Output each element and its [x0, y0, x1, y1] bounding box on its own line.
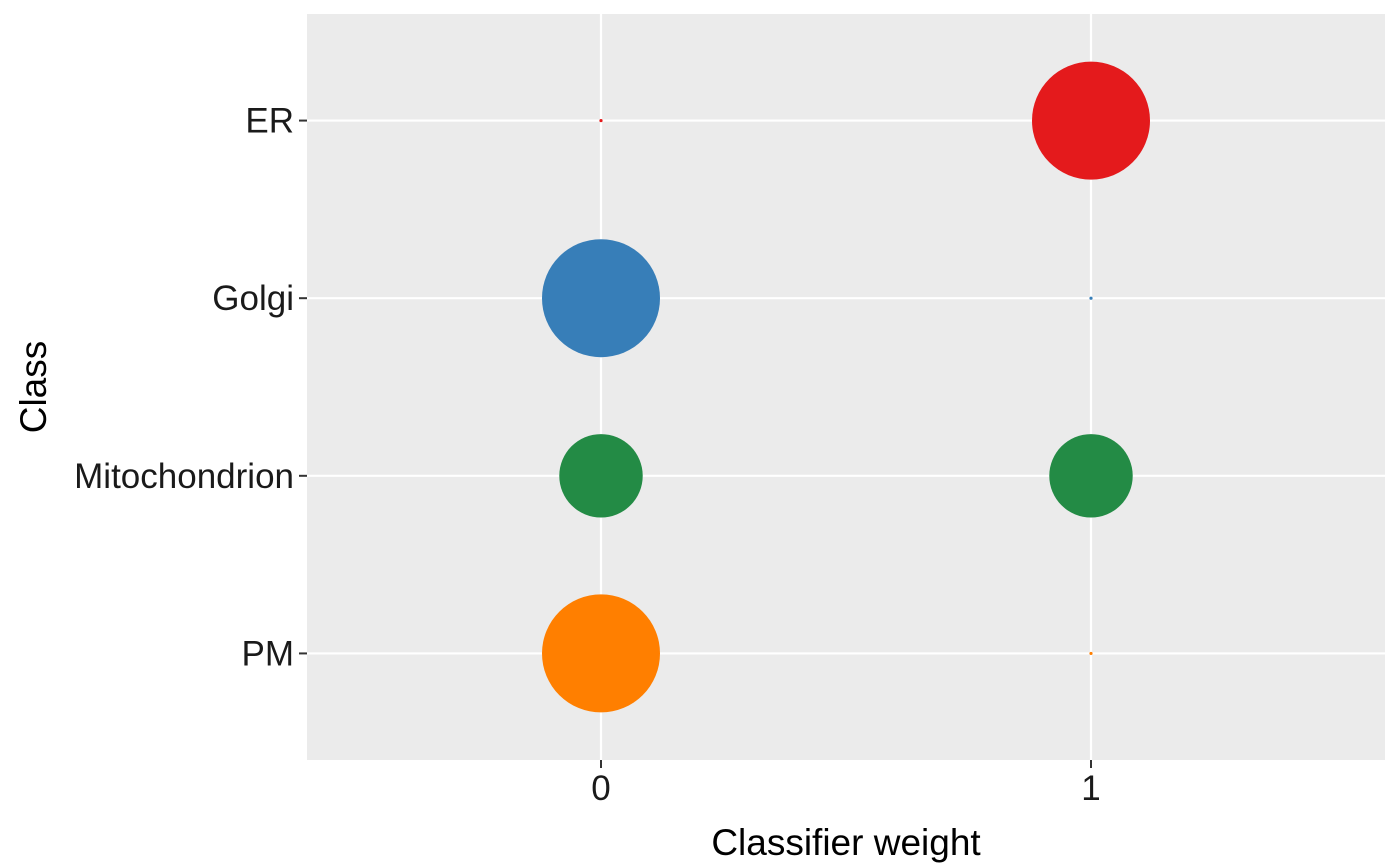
point-er-x0 — [599, 118, 603, 123]
point-pm-x1 — [1089, 651, 1093, 656]
x-tick-label-1: 1 — [1081, 769, 1100, 808]
data-points — [542, 61, 1150, 713]
point-mitochondrion-x1 — [1049, 434, 1133, 518]
point-mitochondrion-x0 — [559, 434, 643, 518]
point-er-x1 — [1032, 61, 1150, 180]
point-pm-x0 — [542, 594, 660, 713]
gridlines — [307, 14, 1385, 760]
y-tick-label-er: ER — [245, 102, 294, 141]
point-golgi-x1 — [1089, 296, 1093, 300]
tick-labels: ER Golgi Mitochondrion PM 0 1 — [74, 102, 1101, 808]
y-axis-title: Class — [13, 341, 54, 434]
point-golgi-x0 — [542, 239, 660, 358]
x-axis-title: Classifier weight — [711, 822, 981, 863]
plot-panel — [307, 14, 1385, 760]
axis-ticks — [299, 119, 1092, 768]
y-tick-label-mitochondrion: Mitochondrion — [74, 457, 294, 496]
y-tick-label-golgi: Golgi — [212, 279, 294, 318]
x-tick-label-0: 0 — [591, 769, 610, 808]
y-tick-label-pm: PM — [242, 634, 295, 673]
